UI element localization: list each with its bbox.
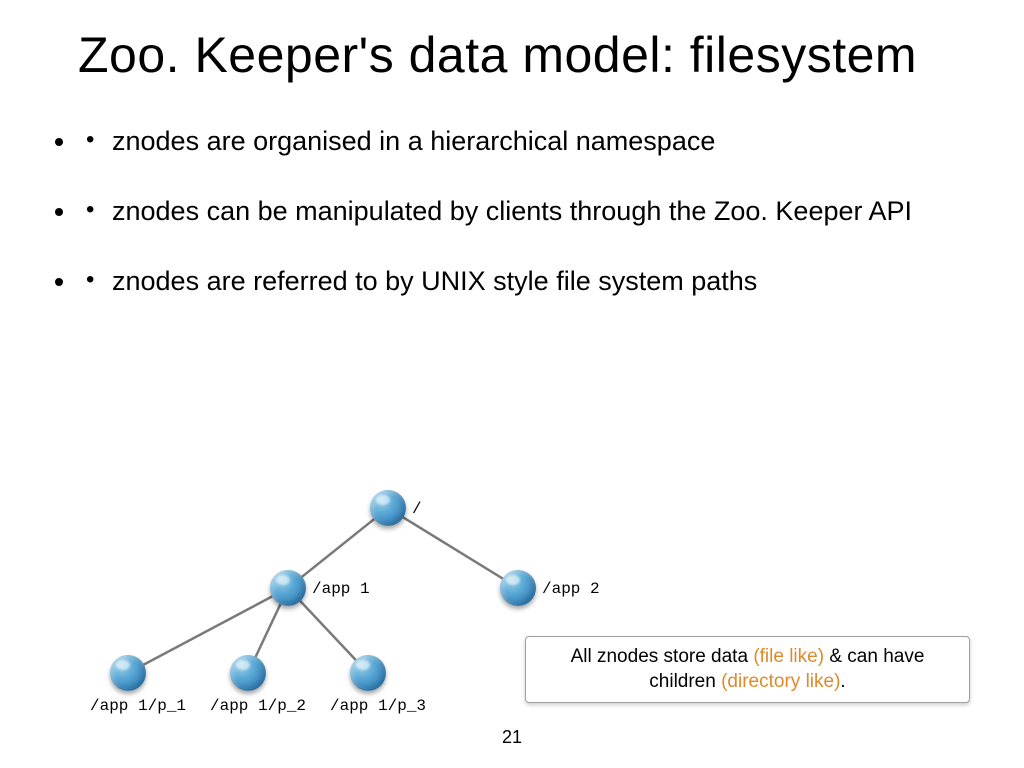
slide-title: Zoo. Keeper's data model: filesystem [78, 28, 964, 83]
bullet-list: znodes are organised in a hierarchical n… [78, 125, 964, 298]
tree-edge [288, 508, 388, 588]
info-accent: (file like) [753, 646, 824, 667]
tree-edge [388, 508, 518, 588]
tree-node [230, 655, 266, 691]
tree-node [500, 570, 536, 606]
slide: Zoo. Keeper's data model: filesystem zno… [0, 0, 1024, 768]
info-text: All znodes store data [571, 646, 754, 667]
bullet-item: znodes are referred to by UNIX style fil… [78, 265, 964, 299]
bullet-item: znodes are organised in a hierarchical n… [78, 125, 964, 159]
tree-node [110, 655, 146, 691]
bullet-item: znodes can be manipulated by clients thr… [78, 195, 964, 229]
info-box: All znodes store data (file like) & can … [525, 636, 970, 703]
page-number: 21 [0, 727, 1024, 748]
tree-node-label: /app 2 [542, 580, 600, 598]
tree-node [270, 570, 306, 606]
tree-node-label: /app 1/p_3 [330, 697, 426, 715]
tree-edge [128, 588, 288, 673]
info-text: . [840, 671, 845, 692]
tree-node [350, 655, 386, 691]
tree-node-label: /app 1/p_1 [90, 697, 186, 715]
tree-node-label: /app 1 [312, 580, 370, 598]
info-accent: (directory like) [721, 671, 840, 692]
tree-node [370, 490, 406, 526]
tree-node-label: / [412, 500, 422, 518]
tree-node-label: /app 1/p_2 [210, 697, 306, 715]
